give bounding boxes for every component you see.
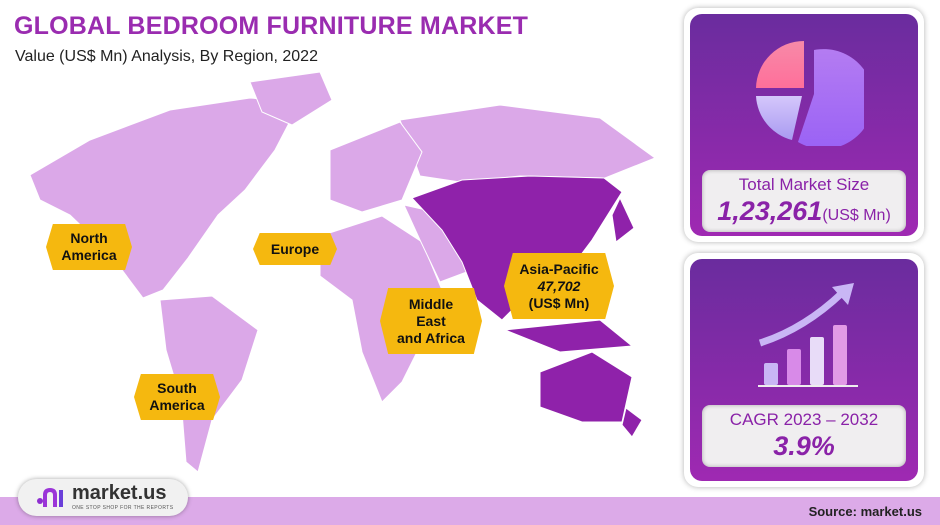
- market-size-value: 1,23,261: [717, 196, 823, 226]
- map-europe: [329, 121, 423, 213]
- label-text: America: [61, 247, 117, 263]
- market-size-label: Total Market Size: [738, 175, 870, 194]
- label-south-america: South America: [134, 374, 220, 420]
- label-text: East: [416, 312, 446, 329]
- cagr-value: 3.9%: [773, 431, 835, 461]
- label-text: and Africa: [397, 329, 465, 346]
- world-map: [29, 71, 657, 473]
- growth-bar-chart-icon: [758, 283, 858, 387]
- map-australia: [539, 351, 633, 423]
- label-text: South: [157, 380, 197, 396]
- page-title: GLOBAL BEDROOM FURNITURE MARKET: [14, 12, 529, 40]
- logo-icon: [37, 487, 63, 507]
- label-asia-pacific: Asia-Pacific 47,702 (US$ Mn): [504, 253, 614, 319]
- label-value: 47,702: [537, 277, 581, 294]
- label-unit: (US$ Mn): [528, 294, 590, 311]
- label-text: Asia-Pacific: [519, 260, 599, 277]
- cagr-card: CAGR 2023 – 2032 3.9%: [684, 253, 924, 487]
- logo-tagline: ONE STOP SHOP FOR THE REPORTS: [72, 505, 174, 511]
- source-text: Source: market.us: [808, 504, 922, 519]
- logo-text: market.us: [72, 482, 167, 504]
- label-north-america: North America: [46, 224, 132, 270]
- page-subtitle: Value (US$ Mn) Analysis, By Region, 2022: [15, 48, 318, 65]
- market-us-logo: market.us ONE STOP SHOP FOR THE REPORTS: [18, 479, 188, 516]
- map-indonesia: [504, 319, 634, 353]
- label-text: Europe: [270, 240, 320, 257]
- map-africa: [319, 215, 443, 403]
- label-europe: Europe: [253, 233, 337, 265]
- map-russia: [399, 104, 657, 183]
- market-size-card: Total Market Size 1,23,261(US$ Mn): [684, 8, 924, 242]
- map-japan: [611, 196, 635, 243]
- label-text: America: [149, 397, 205, 413]
- pie-chart-icon: [756, 41, 864, 146]
- label-text: North: [70, 230, 108, 246]
- label-middle-east-africa: Middle East and Africa: [380, 288, 482, 354]
- map-greenland: [249, 71, 333, 126]
- map-new-zealand: [621, 407, 643, 438]
- label-text: Middle: [408, 295, 454, 312]
- market-size-unit: (US$ Mn): [822, 207, 891, 224]
- cagr-label: CAGR 2023 – 2032: [729, 410, 879, 429]
